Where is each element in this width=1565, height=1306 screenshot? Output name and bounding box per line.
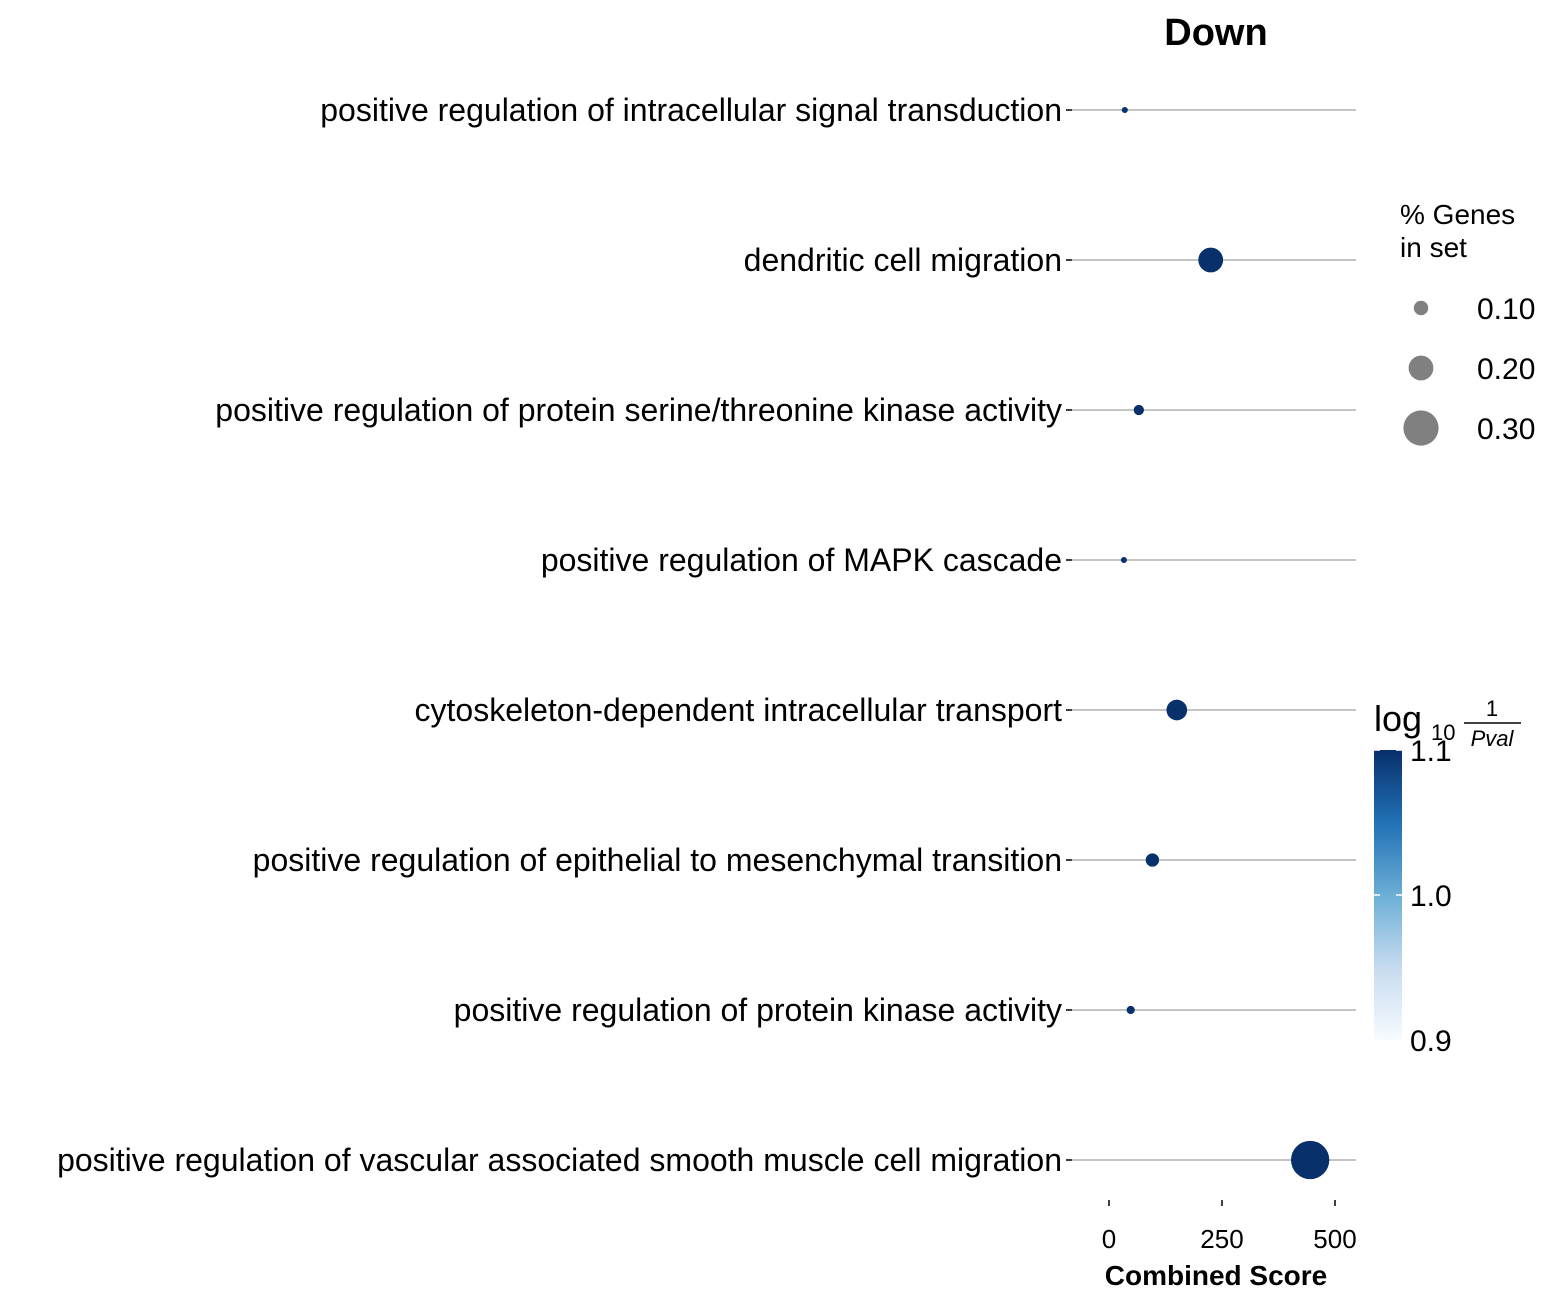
- chart-title: Down: [1164, 12, 1267, 54]
- size-legend-marker: [1408, 355, 1434, 381]
- colorbar: log 10 1 Pval 1.1 1.0 0.9: [1374, 696, 1521, 1058]
- data-point: [1133, 404, 1144, 416]
- data-point: [1198, 247, 1224, 273]
- colorbar-title-numerator: 1: [1486, 696, 1498, 721]
- data-point: [1166, 699, 1188, 721]
- size-legend-label: 0.30: [1477, 413, 1535, 446]
- colorbar-tick-label: 1.0: [1410, 880, 1452, 913]
- x-axis: 0 250 500: [1102, 1200, 1357, 1254]
- colorbar-tick-label: 0.9: [1410, 1025, 1452, 1058]
- data-points: [1120, 106, 1330, 1180]
- size-legend: % Genes in set 0.10 0.20 0.30: [1400, 199, 1535, 446]
- data-point: [1145, 853, 1160, 867]
- term-label: positive regulation of protein serine/th…: [215, 392, 1062, 428]
- x-tick-label: 0: [1102, 1224, 1116, 1254]
- colorbar-tick-label: 1.1: [1410, 735, 1452, 768]
- size-legend-label: 0.10: [1477, 293, 1535, 326]
- term-label: dendritic cell migration: [744, 242, 1062, 278]
- x-axis-title: Combined Score: [1105, 1260, 1327, 1291]
- term-label: positive regulation of epithelial to mes…: [253, 842, 1062, 878]
- term-label: positive regulation of intracellular sig…: [320, 92, 1062, 128]
- colorbar-title-denominator: Pval: [1471, 726, 1515, 751]
- colorbar-title-base: 10: [1431, 720, 1455, 745]
- term-label: positive regulation of vascular associat…: [57, 1142, 1062, 1178]
- x-tick-label: 500: [1313, 1224, 1356, 1254]
- colorbar-title-log: log: [1374, 698, 1422, 739]
- data-point: [1120, 556, 1127, 564]
- size-legend-marker: [1403, 410, 1439, 446]
- data-point: [1121, 106, 1128, 114]
- term-label: positive regulation of MAPK cascade: [541, 542, 1062, 578]
- term-label: cytoskeleton-dependent intracellular tra…: [415, 692, 1063, 728]
- size-legend-title-line2: in set: [1400, 232, 1467, 263]
- data-point: [1290, 1140, 1330, 1180]
- term-rows: positive regulation of intracellular sig…: [57, 92, 1356, 1178]
- size-legend-title-line1: % Genes: [1400, 199, 1515, 230]
- size-legend-marker: [1413, 300, 1429, 316]
- size-legend-label: 0.20: [1477, 353, 1535, 386]
- term-label: positive regulation of protein kinase ac…: [454, 992, 1062, 1028]
- data-point: [1126, 1005, 1135, 1015]
- x-tick-label: 250: [1200, 1224, 1243, 1254]
